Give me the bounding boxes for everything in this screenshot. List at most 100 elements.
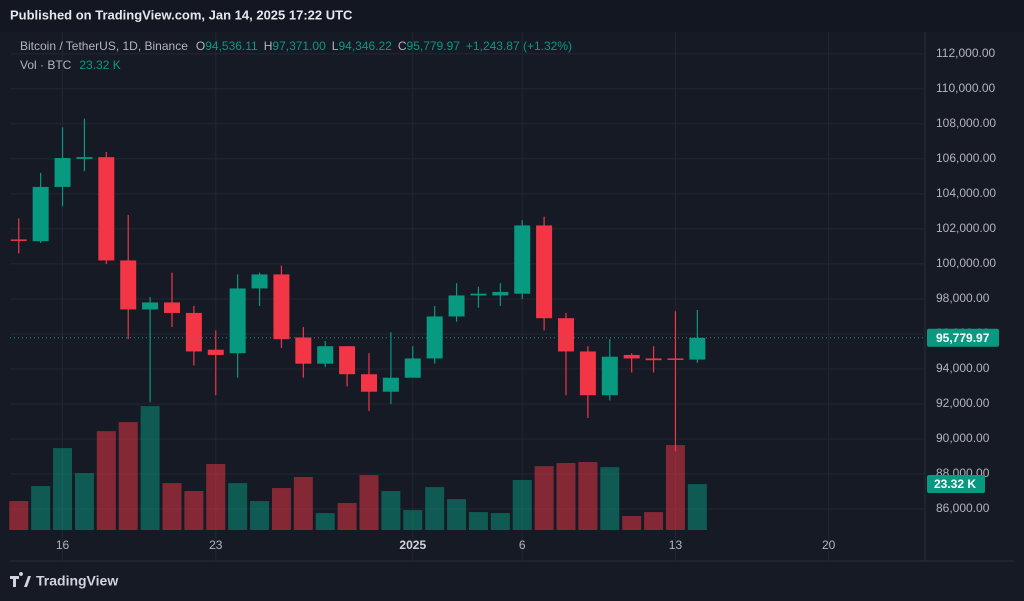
legend-line: Bitcoin / TetherUS, 1D, Binance O94,536.1… <box>20 39 572 53</box>
y-tick-label: 100,000.00 <box>936 256 996 270</box>
y-tick-label: 98,000.00 <box>936 291 990 305</box>
volume-bar <box>622 516 642 530</box>
candle-body <box>492 291 509 296</box>
x-tick-label: 2025 <box>399 538 426 552</box>
candle-body <box>273 274 290 340</box>
volume-bar <box>271 488 291 530</box>
volume-bar <box>381 490 401 530</box>
volume-bar <box>556 463 576 530</box>
candle-body <box>667 358 684 360</box>
logo-icon <box>10 572 31 587</box>
y-tick-label: 90,000.00 <box>936 431 990 445</box>
candle-body <box>317 346 334 364</box>
ohlc-key: C <box>398 39 407 53</box>
candles <box>10 118 925 452</box>
candle-body <box>360 374 377 392</box>
candle-body <box>76 157 93 159</box>
brand-logo: TradingView <box>10 572 118 589</box>
candle-body <box>404 358 421 378</box>
candle-body <box>207 349 224 355</box>
published-text: Published on TradingView.com, Jan 14, 20… <box>10 7 353 22</box>
volume-bar <box>31 486 51 530</box>
x-tick-label: 6 <box>519 538 526 552</box>
candle-body <box>536 225 553 319</box>
y-tick-label: 102,000.00 <box>936 221 996 235</box>
x-tick-label: 16 <box>56 538 70 552</box>
candle-body <box>185 312 202 352</box>
volume-bar <box>665 445 685 530</box>
volume-badge-label: 23.32 K <box>934 477 976 491</box>
volume-bar <box>162 483 182 530</box>
volume-title: Vol · BTC <box>20 58 72 72</box>
y-tick-label: 104,000.00 <box>936 186 996 200</box>
volume-bar <box>403 510 423 530</box>
volume-pane <box>9 406 707 530</box>
volume-bar <box>337 503 357 530</box>
ohlc-value: 95,779.97 <box>407 39 461 53</box>
volume-bar <box>490 513 510 530</box>
ohlc-key: O <box>196 39 205 53</box>
candle-body <box>10 239 27 241</box>
y-tick-label: 110,000.00 <box>936 81 995 95</box>
ohlc-value: 94,536.11 <box>205 39 258 53</box>
last-price-label: 95,779.97 <box>936 331 990 345</box>
header-bar <box>0 0 1024 32</box>
volume-bar <box>184 490 204 530</box>
candle-body <box>579 351 596 396</box>
last-price-badge <box>927 328 999 347</box>
candle-body <box>32 186 49 242</box>
volume-bar <box>206 464 226 530</box>
candle-body <box>514 225 531 294</box>
ohlc-key: H <box>264 39 273 53</box>
x-tick-label: 13 <box>669 538 683 552</box>
volume-bar <box>96 431 116 530</box>
y-tick-label: 106,000.00 <box>936 151 996 165</box>
labels: 86,000.0088,000.0090,000.0092,000.0094,0… <box>20 39 999 552</box>
candle-body <box>623 354 640 359</box>
volume-badge <box>927 475 985 494</box>
volume-bar <box>140 406 160 530</box>
volume-bar <box>468 512 488 530</box>
volume-bar <box>644 512 664 530</box>
volume-bar <box>228 483 248 530</box>
y-tick-label: 112,000.00 <box>936 46 995 60</box>
volume-legend: Vol · BTC 23.32 K <box>20 58 121 72</box>
candle-body <box>142 302 159 310</box>
volume-bar <box>534 466 554 530</box>
ohlc-key: L <box>332 39 339 53</box>
candle-body <box>558 318 575 352</box>
ohlc-value: 94,346.22 <box>338 39 392 53</box>
x-tick-label: 23 <box>209 538 223 552</box>
volume-bar <box>9 501 29 530</box>
volume-bar <box>315 513 335 530</box>
y-tick-label: 94,000.00 <box>936 361 990 375</box>
candle-body <box>54 158 71 187</box>
volume-bar <box>512 479 532 530</box>
volume-bar <box>578 462 598 530</box>
x-tick-label: 20 <box>822 538 836 552</box>
y-tick-label: 108,000.00 <box>936 116 996 130</box>
candle-body <box>120 260 137 310</box>
volume-bar <box>293 477 313 530</box>
volume-bar <box>600 467 620 530</box>
change: +1,243.87 (+1.32%) <box>466 39 572 53</box>
y-tick-label: 92,000.00 <box>936 396 990 410</box>
candle-body <box>229 288 246 354</box>
candle-body <box>163 302 180 313</box>
candle-body <box>601 356 618 396</box>
candle-body <box>689 337 706 360</box>
candle-body <box>382 377 399 392</box>
candle-body <box>339 346 356 375</box>
volume-bar <box>74 473 94 530</box>
symbol: Bitcoin / TetherUS, 1D, Binance <box>20 39 188 53</box>
candle-body <box>448 295 465 317</box>
ohlc-value: 97,371.00 <box>272 39 326 53</box>
volume-bar <box>250 501 270 530</box>
candle-body <box>98 157 115 261</box>
y-tick-label: 86,000.00 <box>936 501 990 515</box>
candle-body <box>251 274 268 289</box>
volume-bar <box>447 499 467 530</box>
candle-body <box>295 337 312 364</box>
candle-body <box>645 358 662 361</box>
volume-value: 23.32 K <box>79 58 120 72</box>
